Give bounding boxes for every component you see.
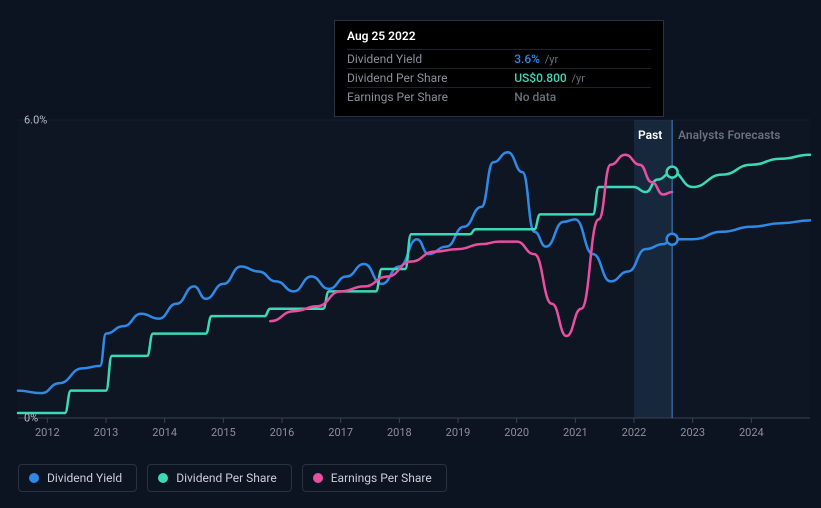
- x-tick-label: 2014: [152, 426, 177, 439]
- forecast-region-label: Analysts Forecasts: [678, 128, 780, 142]
- legend-label: Dividend Yield: [47, 471, 122, 485]
- y-tick-label: 6.0%: [24, 114, 47, 127]
- x-tick-label: 2024: [739, 426, 764, 439]
- x-axis-labels: 2012 2013 2014 2015 2016 2017 2018 2019 2020 2021…: [0, 426, 821, 444]
- x-tick-label: 2013: [94, 426, 119, 439]
- x-tick-label: 2021: [563, 426, 588, 439]
- tooltip-row: Dividend Yield3.6% /yr: [347, 50, 651, 69]
- legend-item[interactable]: Dividend Yield: [18, 464, 137, 492]
- tooltip-date: Aug 25 2022: [347, 29, 651, 43]
- tooltip-row-label: Dividend Per Share: [347, 69, 514, 88]
- chart-container: 0%6.0% 201220132014201520162017201820192…: [0, 0, 821, 445]
- legend-item[interactable]: Earnings Per Share: [302, 464, 447, 492]
- x-tick-label: 2017: [328, 426, 353, 439]
- x-tick-label: 2018: [387, 426, 412, 439]
- legend-label: Dividend Per Share: [176, 471, 277, 485]
- y-tick-label: 0%: [24, 412, 38, 425]
- past-region-label: Past: [638, 128, 662, 142]
- x-tick-label: 2023: [680, 426, 705, 439]
- tooltip-row-value: No data: [514, 88, 651, 107]
- x-tick-label: 2020: [504, 426, 529, 439]
- legend-dot-icon: [313, 473, 323, 483]
- hover-tooltip: Aug 25 2022 Dividend Yield3.6% /yrDivide…: [334, 20, 664, 117]
- x-tick-label: 2022: [622, 426, 647, 439]
- tooltip-row: Earnings Per ShareNo data: [347, 88, 651, 107]
- legend-item[interactable]: Dividend Per Share: [147, 464, 292, 492]
- x-tick-label: 2012: [35, 426, 60, 439]
- legend-dot-icon: [158, 473, 168, 483]
- tooltip-row-value: 3.6% /yr: [514, 50, 651, 69]
- x-tick-label: 2015: [211, 426, 236, 439]
- tooltip-row: Dividend Per ShareUS$0.800 /yr: [347, 69, 651, 88]
- legend: Dividend Yield Dividend Per Share Earnings…: [18, 464, 447, 492]
- tooltip-row-value: US$0.800 /yr: [514, 69, 651, 88]
- tooltip-row-label: Earnings Per Share: [347, 88, 514, 107]
- tooltip-table: Dividend Yield3.6% /yrDividend Per Share…: [347, 49, 651, 106]
- x-tick-label: 2019: [446, 426, 471, 439]
- legend-dot-icon: [29, 473, 39, 483]
- legend-label: Earnings Per Share: [331, 471, 432, 485]
- tooltip-row-label: Dividend Yield: [347, 50, 514, 69]
- x-tick-label: 2016: [270, 426, 295, 439]
